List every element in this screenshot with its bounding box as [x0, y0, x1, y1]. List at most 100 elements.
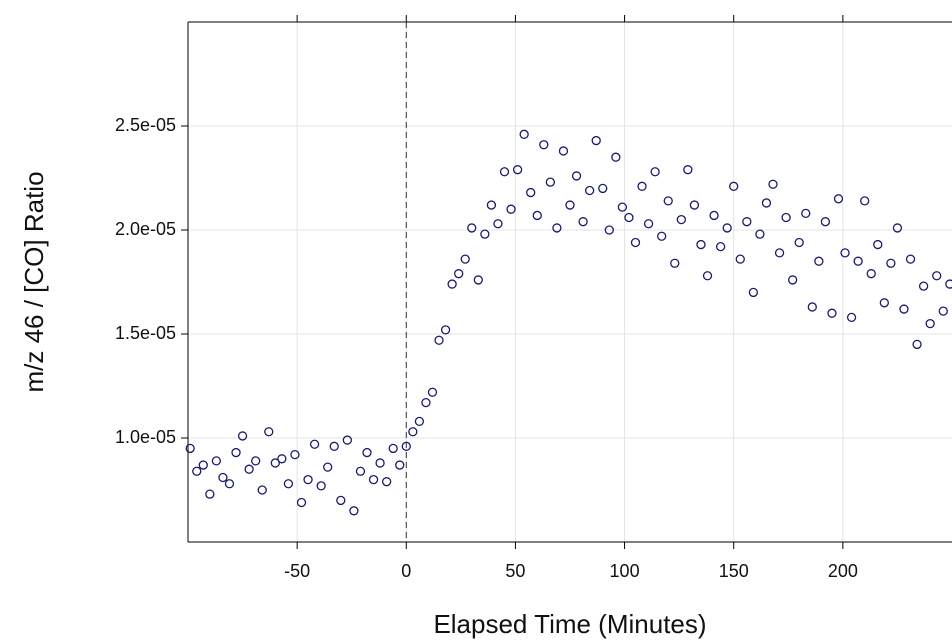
point [205, 489, 215, 499]
point [846, 312, 857, 323]
point [539, 140, 549, 150]
y-tick-label: 1.0e-05 [115, 427, 176, 447]
point [264, 427, 274, 437]
point [421, 397, 431, 408]
point [342, 435, 352, 445]
point [853, 256, 863, 266]
point [545, 177, 556, 187]
point [381, 477, 392, 487]
point [807, 302, 817, 312]
y-axis-title: m/z 46 / [CO] Ratio [19, 171, 49, 392]
point [657, 231, 667, 241]
point [454, 269, 464, 279]
x-axis-title: Elapsed Time (Minutes) [433, 609, 706, 639]
point [296, 497, 307, 508]
point [499, 167, 510, 177]
point [774, 248, 785, 258]
y-tick-label: 2.0e-05 [115, 219, 176, 239]
point [814, 256, 824, 266]
point [873, 239, 883, 250]
point [755, 229, 765, 239]
point [270, 458, 280, 468]
point [460, 254, 470, 264]
point [905, 254, 916, 264]
point [899, 304, 909, 314]
point [604, 225, 614, 235]
point [702, 271, 713, 281]
point [729, 181, 739, 191]
point [237, 431, 248, 441]
y-tick-label: 1.5e-05 [115, 323, 176, 343]
point [427, 387, 438, 397]
y-tick-label: 2.5e-05 [115, 115, 176, 135]
point [611, 152, 621, 162]
point [781, 212, 791, 223]
point [414, 416, 425, 427]
point [696, 239, 706, 250]
x-tick-label: 100 [610, 561, 640, 581]
point [879, 298, 889, 308]
point [355, 466, 366, 476]
point [244, 464, 254, 474]
point [447, 279, 457, 289]
point [932, 271, 942, 281]
point [676, 214, 686, 225]
point [801, 208, 811, 219]
point [309, 439, 320, 449]
point [526, 187, 536, 198]
point [323, 462, 333, 472]
point [434, 335, 444, 345]
point [650, 167, 660, 177]
point [192, 466, 202, 476]
point [709, 210, 719, 221]
point [617, 202, 628, 212]
point [820, 217, 831, 227]
point [827, 308, 837, 318]
point [283, 479, 294, 489]
point [860, 196, 870, 206]
point [591, 135, 601, 146]
x-tick-label: 50 [505, 561, 525, 581]
point [735, 254, 745, 264]
point [670, 258, 680, 268]
point [663, 196, 673, 206]
point [630, 237, 641, 248]
point [493, 219, 503, 229]
point [316, 481, 326, 491]
point [480, 229, 490, 239]
point [506, 204, 516, 214]
point [598, 183, 608, 194]
point [185, 443, 195, 454]
point [467, 223, 477, 233]
point [375, 458, 385, 468]
point [833, 194, 844, 204]
point [689, 200, 700, 210]
point [329, 441, 339, 451]
point [571, 171, 582, 181]
point [257, 485, 267, 495]
point [683, 165, 693, 175]
point [722, 223, 732, 233]
point [748, 287, 759, 298]
point [336, 495, 346, 506]
point [584, 185, 595, 196]
point [637, 181, 647, 191]
x-tick-label: -50 [284, 561, 310, 581]
point [388, 443, 398, 454]
point [912, 339, 922, 350]
point [742, 217, 752, 227]
point [512, 165, 523, 175]
point [473, 275, 483, 285]
point [395, 460, 405, 470]
point [368, 474, 379, 485]
point [349, 506, 359, 516]
point [643, 219, 654, 229]
point [715, 241, 726, 252]
point [892, 223, 903, 233]
point [578, 217, 588, 227]
point [866, 269, 876, 279]
point [362, 447, 372, 458]
point [624, 212, 634, 223]
point [565, 200, 575, 210]
